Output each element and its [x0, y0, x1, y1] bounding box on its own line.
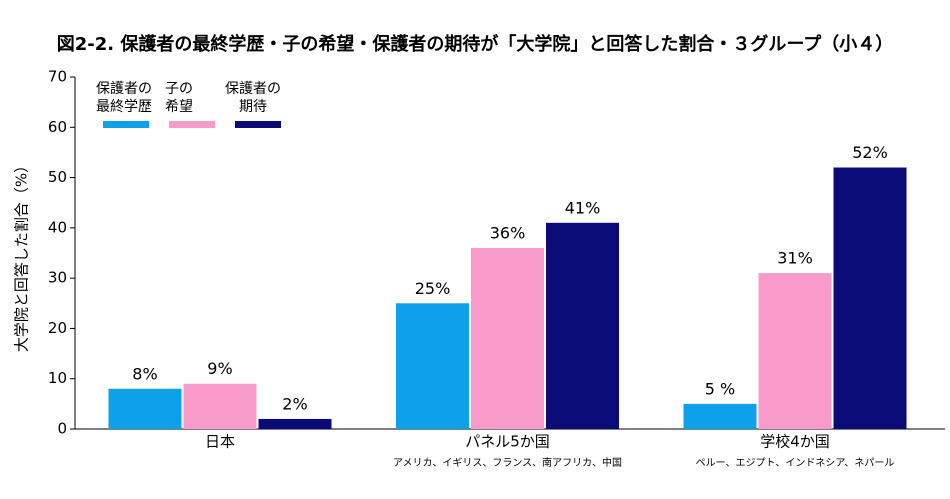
y-tick-label: 30: [48, 269, 67, 287]
bar: [546, 222, 619, 429]
y-tick-label: 20: [48, 319, 67, 337]
value-label: 5 %: [705, 379, 735, 398]
legend-swatch: [103, 121, 149, 128]
y-tick-label: 40: [48, 218, 67, 236]
legend-label: 保護者の 期待: [225, 81, 281, 115]
y-axis-label: 大学院と回答した割合（%）: [13, 158, 31, 352]
value-label: 9%: [207, 359, 232, 378]
value-label: 8%: [132, 364, 157, 383]
y-tick-label: 60: [48, 118, 67, 136]
legend-label: 子の 希望: [165, 81, 193, 115]
y-tick-label: 50: [48, 168, 67, 186]
legend-swatch: [235, 121, 281, 128]
value-label: 25%: [415, 279, 451, 298]
y-tick-label: 0: [57, 420, 67, 438]
x-tick-label: パネル5か国: [465, 433, 550, 451]
value-label: 31%: [777, 249, 813, 268]
x-tick-label: 日本: [205, 433, 235, 451]
category-note: ペルー、エジプト、インドネシア、ネパール: [696, 457, 895, 469]
category-note: アメリカ、イギリス、フランス、南アフリカ、中国: [393, 456, 622, 469]
bar: [758, 273, 832, 429]
y-tick-label: 70: [48, 68, 67, 86]
bar: [471, 247, 544, 429]
y-tick-label: 10: [48, 369, 67, 387]
bar: [396, 303, 469, 429]
bar: [258, 418, 332, 429]
value-label: 36%: [490, 223, 526, 242]
x-tick-label: 学校4か国: [760, 433, 830, 451]
chart-title: 図2-2. 保護者の最終学歴・子の希望・保護者の期待が「大学院」と回答した割合・…: [57, 33, 894, 55]
value-label: 41%: [565, 198, 601, 217]
bar: [108, 388, 182, 429]
bar: [833, 167, 907, 429]
bar: [683, 403, 757, 429]
value-label: 2%: [282, 394, 307, 413]
value-label: 52%: [852, 143, 888, 162]
legend-label: 保護者の 最終学歴: [96, 81, 152, 115]
bar: [183, 383, 257, 429]
legend-swatch: [169, 121, 215, 128]
